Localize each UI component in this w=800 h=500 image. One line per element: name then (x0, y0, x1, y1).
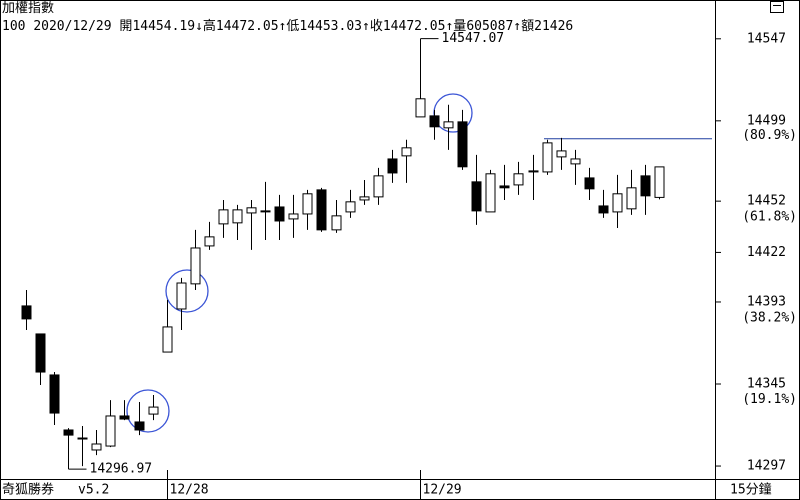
y-tick-label: 14452 (747, 194, 786, 209)
app-name: 奇狐勝券 (2, 482, 54, 498)
candle-body (457, 121, 468, 168)
candle-body (570, 158, 581, 165)
candle-body (162, 326, 173, 353)
candle-body (134, 421, 145, 431)
y-tick-label: 14499 (747, 113, 786, 128)
candle-body (218, 209, 229, 225)
candle-body (612, 193, 623, 213)
candle-body (471, 181, 482, 212)
candle-body (556, 150, 567, 158)
candle-body (21, 305, 32, 320)
fib-label: (19.1%) (742, 392, 797, 407)
candle-body (429, 115, 440, 128)
candle-body (176, 282, 187, 310)
candle-body (513, 173, 524, 186)
candle-body (288, 213, 299, 220)
candle-body (190, 247, 201, 285)
header-title: 加權指數 (2, 1, 55, 16)
candle-body (584, 177, 595, 190)
x-tick-label: 12/28 (170, 483, 209, 498)
info-arrow: ↑ (445, 19, 454, 34)
info-value: 605087 (466, 19, 514, 34)
candle-body (626, 187, 637, 210)
candle-body (331, 215, 342, 231)
info-label: 開 (119, 19, 133, 34)
candle-body (274, 206, 285, 222)
info-label: 高 (202, 19, 216, 34)
candle-body (640, 175, 651, 197)
window-icon[interactable] (770, 1, 784, 13)
candle-body (302, 193, 313, 215)
y-tick-label: 14422 (747, 245, 786, 260)
period: 15分鐘 (730, 482, 772, 498)
candle-body (528, 170, 539, 173)
candle-body (260, 210, 271, 213)
code: 100 (2, 19, 26, 34)
info-label: 量 (453, 19, 467, 34)
info-arrow: ↓ (195, 19, 203, 34)
candle-body (119, 415, 130, 420)
candle-body (499, 185, 510, 189)
info-label: 收 (369, 19, 383, 34)
info-value: 14472.05 (382, 19, 446, 34)
info-label: 低 (286, 19, 300, 34)
candle-body (246, 207, 257, 214)
info-value: 14453.03 (299, 19, 362, 34)
candle-body (204, 236, 215, 247)
info-arrow: ↑ (278, 19, 287, 34)
candle-body (345, 201, 356, 213)
x-tick-label: 12/29 (423, 483, 462, 498)
y-tick-label: 14393 (747, 294, 786, 309)
candle-body (401, 147, 412, 157)
app-version: v5.2 (78, 483, 109, 498)
info-value: 14454.19 (132, 19, 196, 34)
candle-body (148, 406, 159, 415)
info-value: 14472.05 (215, 19, 279, 34)
candle-body (542, 142, 553, 173)
candle-body (35, 333, 46, 373)
candle-body (373, 175, 384, 198)
info-value: 21426 (534, 19, 574, 34)
candle-body (49, 374, 60, 414)
date: 2020/12/29 (33, 19, 112, 34)
low-label: 14296.97 (90, 462, 153, 477)
highlight-circle (165, 269, 209, 313)
candle-body (316, 189, 327, 231)
y-tick-label: 14297 (747, 459, 786, 474)
info-arrow: ↑ (513, 19, 522, 34)
candle-body (485, 173, 496, 213)
candle-body (359, 196, 370, 201)
candle-body (598, 205, 609, 214)
candle-body (443, 121, 454, 129)
candle-body (77, 437, 88, 440)
header-info: 100 2020/12/29 開14454.19↓高14472.05↑低1445… (2, 18, 713, 36)
fib-label: (61.8%) (742, 209, 797, 224)
candle-body (63, 429, 74, 436)
candle-body (91, 443, 102, 451)
highlight-circle (126, 389, 170, 433)
info-arrow: ↑ (362, 19, 370, 34)
fib-label: (80.9%) (742, 128, 797, 143)
candle-body (105, 415, 116, 447)
y-tick-label: 14547 (747, 31, 786, 46)
candle-body (387, 158, 398, 174)
candle-body (415, 98, 426, 118)
header: 加權指數 100 2020/12/29 開14454.19↓高14472.05↑… (2, 0, 713, 36)
info-label: 額 (521, 19, 535, 34)
candle-body (654, 166, 665, 198)
high-label: 14547.07 (442, 31, 505, 46)
y-tick-label: 14345 (747, 377, 786, 392)
fib-label: (38.2%) (742, 310, 797, 325)
candle-body (232, 209, 243, 224)
